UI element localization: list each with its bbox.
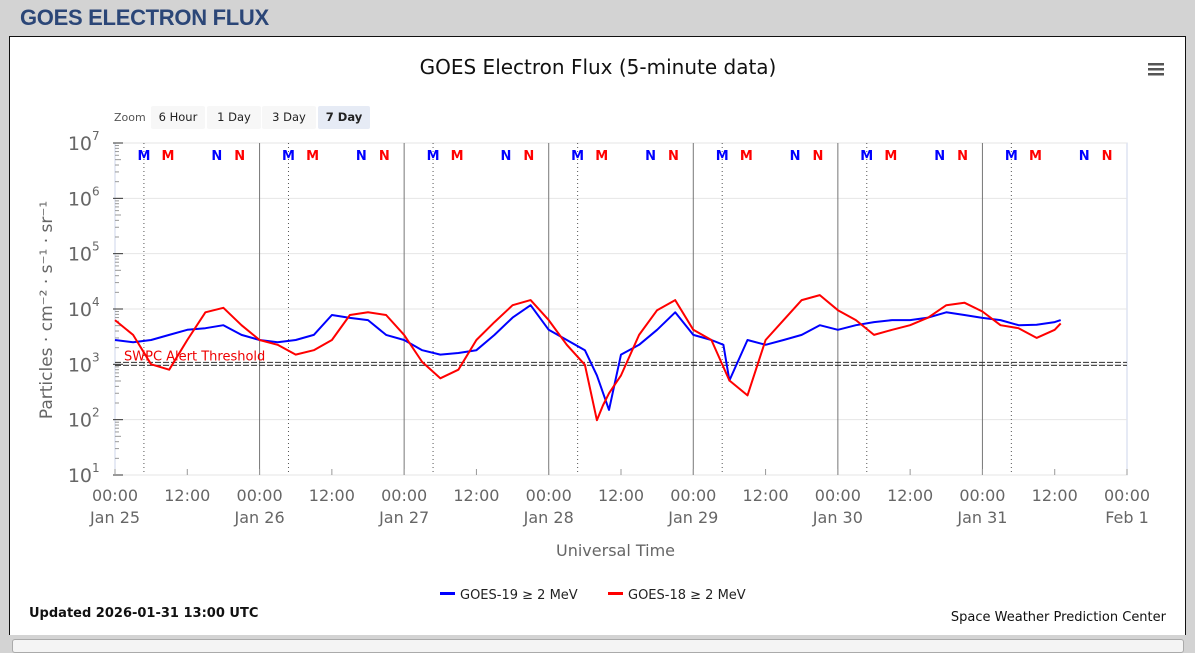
x-tick-time: 12:00 — [453, 486, 499, 505]
x-tick-time: 00:00 — [959, 486, 1005, 505]
zoom-button-1-day[interactable]: 1 Day — [207, 106, 261, 129]
x-tick-date: Jan 27 — [378, 508, 429, 527]
legend-swatch — [608, 592, 623, 595]
zoom-button-bg — [207, 106, 261, 129]
mn-marker: N — [813, 149, 824, 164]
y-tick-exponent: 2 — [92, 406, 100, 420]
x-tick-time: 12:00 — [309, 486, 355, 505]
legend-label: GOES-19 ≥ 2 MeV — [460, 588, 578, 603]
mn-marker: M — [1005, 149, 1018, 164]
y-tick-label: 10 — [68, 188, 92, 210]
legend-label: GOES-18 ≥ 2 MeV — [628, 588, 746, 603]
mn-marker: M — [595, 149, 608, 164]
y-tick-exponent: 5 — [92, 240, 100, 254]
y-tick-label: 10 — [68, 299, 92, 321]
mn-marker: N — [934, 149, 945, 164]
mn-marker: N — [211, 149, 222, 164]
y-tick-exponent: 4 — [92, 295, 100, 309]
y-tick-exponent: 7 — [92, 129, 100, 143]
zoom-button-label: 3 Day — [272, 110, 306, 124]
x-axis-title: Universal Time — [556, 541, 675, 560]
x-tick-time: 00:00 — [815, 486, 861, 505]
x-tick-time: 00:00 — [237, 486, 283, 505]
mn-marker: M — [162, 149, 175, 164]
zoom-button-bg — [318, 106, 370, 129]
mn-marker: N — [379, 149, 390, 164]
legend-item-goes18[interactable]: GOES-18 ≥ 2 MeV — [608, 588, 746, 603]
threshold-label: SWPC Alert Threshold — [124, 349, 265, 364]
x-tick-time: 12:00 — [164, 486, 210, 505]
zoom-button-3-day[interactable]: 3 Day — [262, 106, 316, 129]
x-tick-date: Jan 26 — [234, 508, 285, 527]
x-tick-time: 00:00 — [92, 486, 138, 505]
mn-marker: M — [884, 149, 897, 164]
mn-marker: M — [427, 149, 440, 164]
y-tick-label: 10 — [68, 133, 92, 155]
mn-marker: M — [282, 149, 295, 164]
x-tick-time: 12:00 — [598, 486, 644, 505]
x-tick-time: 00:00 — [381, 486, 427, 505]
x-tick-time: 00:00 — [670, 486, 716, 505]
mn-marker: M — [137, 149, 150, 164]
x-tick-time: 00:00 — [526, 486, 572, 505]
mn-marker: N — [500, 149, 511, 164]
x-tick-date: Jan 30 — [812, 508, 863, 527]
mn-marker: M — [1029, 149, 1042, 164]
x-tick-date: Jan 25 — [89, 508, 140, 527]
zoom-button-label: 6 Hour — [159, 110, 198, 124]
mn-marker: N — [356, 149, 367, 164]
mn-marker: N — [1079, 149, 1090, 164]
mn-marker: N — [1102, 149, 1113, 164]
updated-timestamp: Updated 2026-01-31 13:00 UTC — [29, 606, 258, 621]
zoom-button-6-hour[interactable]: 6 Hour — [151, 106, 205, 129]
hamburger-menu-icon[interactable] — [1146, 60, 1166, 78]
credit-text: Space Weather Prediction Center — [951, 610, 1167, 625]
zoom-button-label: 1 Day — [217, 110, 251, 124]
series-line-goes18 — [114, 294, 1062, 422]
zoom-button-label: 7 Day — [326, 110, 363, 124]
mn-marker: M — [716, 149, 729, 164]
chart-title: GOES Electron Flux (5-minute data) — [420, 55, 777, 79]
mn-marker: N — [523, 149, 534, 164]
y-tick-exponent: 3 — [92, 350, 100, 364]
y-tick-label: 10 — [68, 244, 92, 266]
y-tick-label: 10 — [68, 410, 92, 432]
x-tick-date: Jan 31 — [956, 508, 1007, 527]
mn-marker: N — [645, 149, 656, 164]
y-axis-title: Particles · cm⁻² · s⁻¹ · sr⁻¹ — [37, 201, 57, 419]
y-tick-exponent: 1 — [92, 461, 100, 475]
page-title: GOES ELECTRON FLUX — [20, 5, 269, 30]
mn-marker: N — [790, 149, 801, 164]
mn-marker: M — [860, 149, 873, 164]
legend-swatch — [440, 592, 455, 595]
series-line-goes19 — [114, 304, 1062, 411]
y-tick-exponent: 6 — [92, 184, 100, 198]
x-tick-time: 12:00 — [887, 486, 933, 505]
x-tick-date: Jan 28 — [523, 508, 574, 527]
x-tick-time: 12:00 — [1032, 486, 1078, 505]
x-tick-time: 12:00 — [743, 486, 789, 505]
x-tick-date: Feb 1 — [1105, 508, 1149, 527]
zoom-button-bg — [262, 106, 316, 129]
mn-marker: M — [451, 149, 464, 164]
zoom-label: Zoom — [114, 111, 146, 124]
x-tick-date: Jan 29 — [667, 508, 718, 527]
y-tick-label: 10 — [68, 354, 92, 376]
mn-marker: M — [306, 149, 319, 164]
mn-marker: N — [668, 149, 679, 164]
mn-marker: M — [571, 149, 584, 164]
mn-marker: N — [234, 149, 245, 164]
zoom-button-bg — [151, 106, 205, 129]
y-tick-label: 10 — [68, 465, 92, 487]
zoom-button-7-day[interactable]: 7 Day — [318, 106, 370, 129]
chart-panel — [9, 36, 1186, 635]
legend-item-goes19[interactable]: GOES-19 ≥ 2 MeV — [440, 588, 578, 603]
x-tick-time: 00:00 — [1104, 486, 1150, 505]
mn-marker: M — [740, 149, 753, 164]
mn-marker: N — [957, 149, 968, 164]
